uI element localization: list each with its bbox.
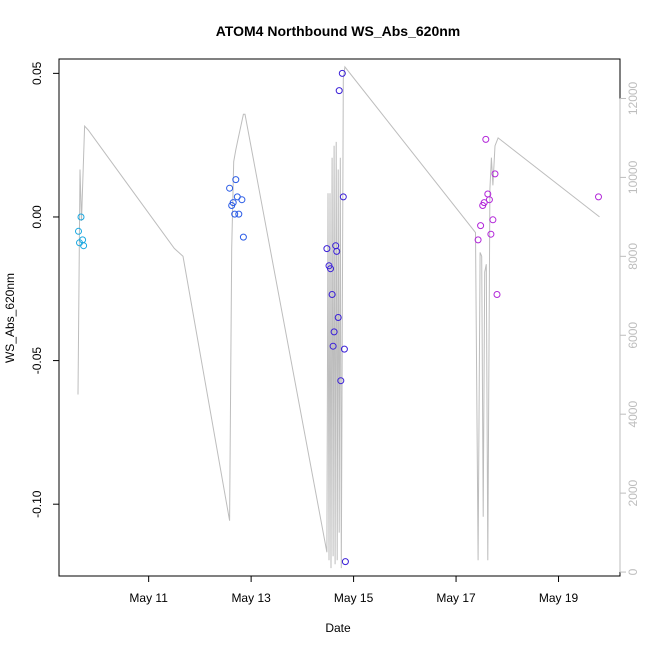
data-point [482,135,490,143]
line-layer [77,65,600,569]
x-axis-label: Date [325,621,351,635]
data-point [238,196,246,204]
data-point [339,193,347,201]
secondary-line [77,65,600,569]
data-point [480,199,488,207]
y2-tick-label: 2000 [626,479,640,506]
data-point [489,216,497,224]
y-tick-label: -0.10 [30,490,44,518]
data-point [239,233,247,241]
data-point [330,328,338,336]
y2-tick-label: 6000 [626,322,640,349]
x-tick-label: May 13 [231,591,271,605]
data-point [595,193,602,201]
x-tick-label: May 19 [539,591,579,605]
data-point [333,247,341,255]
points-layer [75,69,602,566]
y2-axis: 0 2000 4000 6000 8000 10000 12000 [619,81,640,575]
data-point [341,558,349,566]
y-axis: 0.05 0.00 -0.05 -0.10 [30,61,59,518]
y2-tick-label: 12000 [626,81,640,115]
data-point [493,291,501,298]
data-point [226,184,234,192]
data-point [235,210,243,218]
data-point [338,69,346,77]
y2-tick-label: 10000 [626,160,640,194]
data-point [485,196,493,204]
y2-tick-label: 4000 [626,401,640,428]
data-point [474,236,482,244]
data-point [229,199,237,207]
data-point [231,210,239,218]
chart-title: ATOM4 Northbound WS_Abs_620nm [216,23,461,39]
y2-tick-label: 0 [626,568,640,575]
data-point [75,227,82,235]
data-point [323,245,331,253]
data-point [328,291,336,298]
data-point [487,230,495,238]
x-tick-label: May 11 [129,591,168,605]
y2-tick-label: 8000 [626,243,640,270]
data-point [335,87,343,95]
y-axis-label: WS_Abs_620nm [3,273,17,363]
x-axis: May 11 May 13 May 15 May 17 May 19 [129,576,579,605]
y-tick-label: -0.05 [30,347,44,375]
data-point [477,222,485,230]
data-point [491,170,499,178]
data-point [329,342,337,350]
data-point [340,345,348,353]
x-tick-label: May 15 [334,591,374,605]
y-tick-label: 0.00 [30,205,44,229]
data-point [232,176,240,184]
data-point [337,377,345,385]
data-point [334,314,342,321]
data-point [80,242,88,250]
data-point [327,265,334,273]
data-point [77,213,85,221]
y-tick-label: 0.05 [30,61,44,85]
x-tick-label: May 17 [436,591,476,605]
